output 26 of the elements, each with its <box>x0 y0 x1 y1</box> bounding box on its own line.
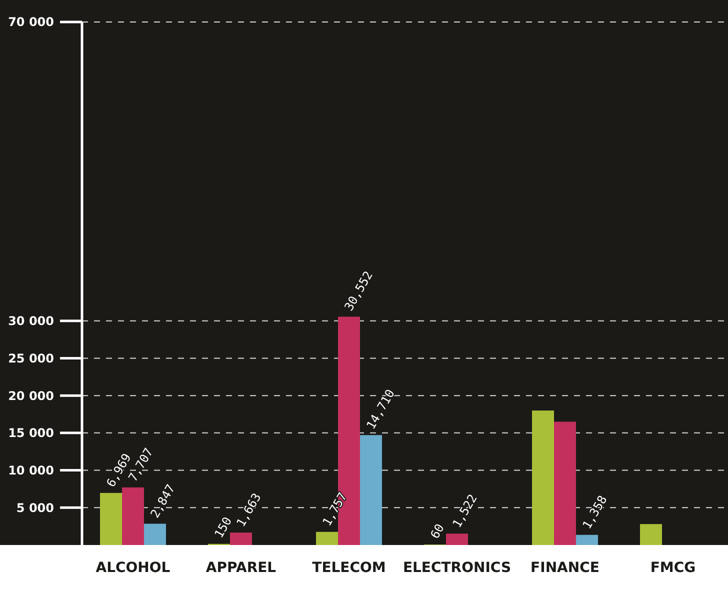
bar <box>446 534 468 545</box>
y-tick-label: 70 000 <box>8 15 54 30</box>
x-tick-label: ALCOHOL <box>96 560 170 576</box>
bar <box>144 524 166 545</box>
bar <box>640 524 662 545</box>
bar <box>100 492 122 545</box>
x-tick-label: FINANCE <box>530 560 600 576</box>
y-tick-label: 10 000 <box>8 463 54 478</box>
y-tick-label: 25 000 <box>8 351 54 366</box>
bar <box>360 435 382 545</box>
y-tick-label: 30 000 <box>8 314 54 328</box>
bar <box>122 487 144 545</box>
y-tick-label: 20 000 <box>8 388 54 403</box>
bar <box>532 410 554 545</box>
bar <box>316 532 338 545</box>
data-label: 150 <box>212 514 235 540</box>
x-tick-label: FMCG <box>650 560 696 576</box>
bar <box>230 532 252 545</box>
bar <box>554 422 576 545</box>
bar <box>576 534 598 545</box>
x-tick-label: ELECTRONICS <box>402 560 512 576</box>
x-tick-label: APPAREL <box>206 560 276 576</box>
x-tick-label: TELECOM <box>312 560 386 576</box>
y-tick-label: 5 000 <box>16 500 54 515</box>
y-tick-label: 15 000 <box>8 426 54 440</box>
data-label: 60 <box>428 522 448 542</box>
